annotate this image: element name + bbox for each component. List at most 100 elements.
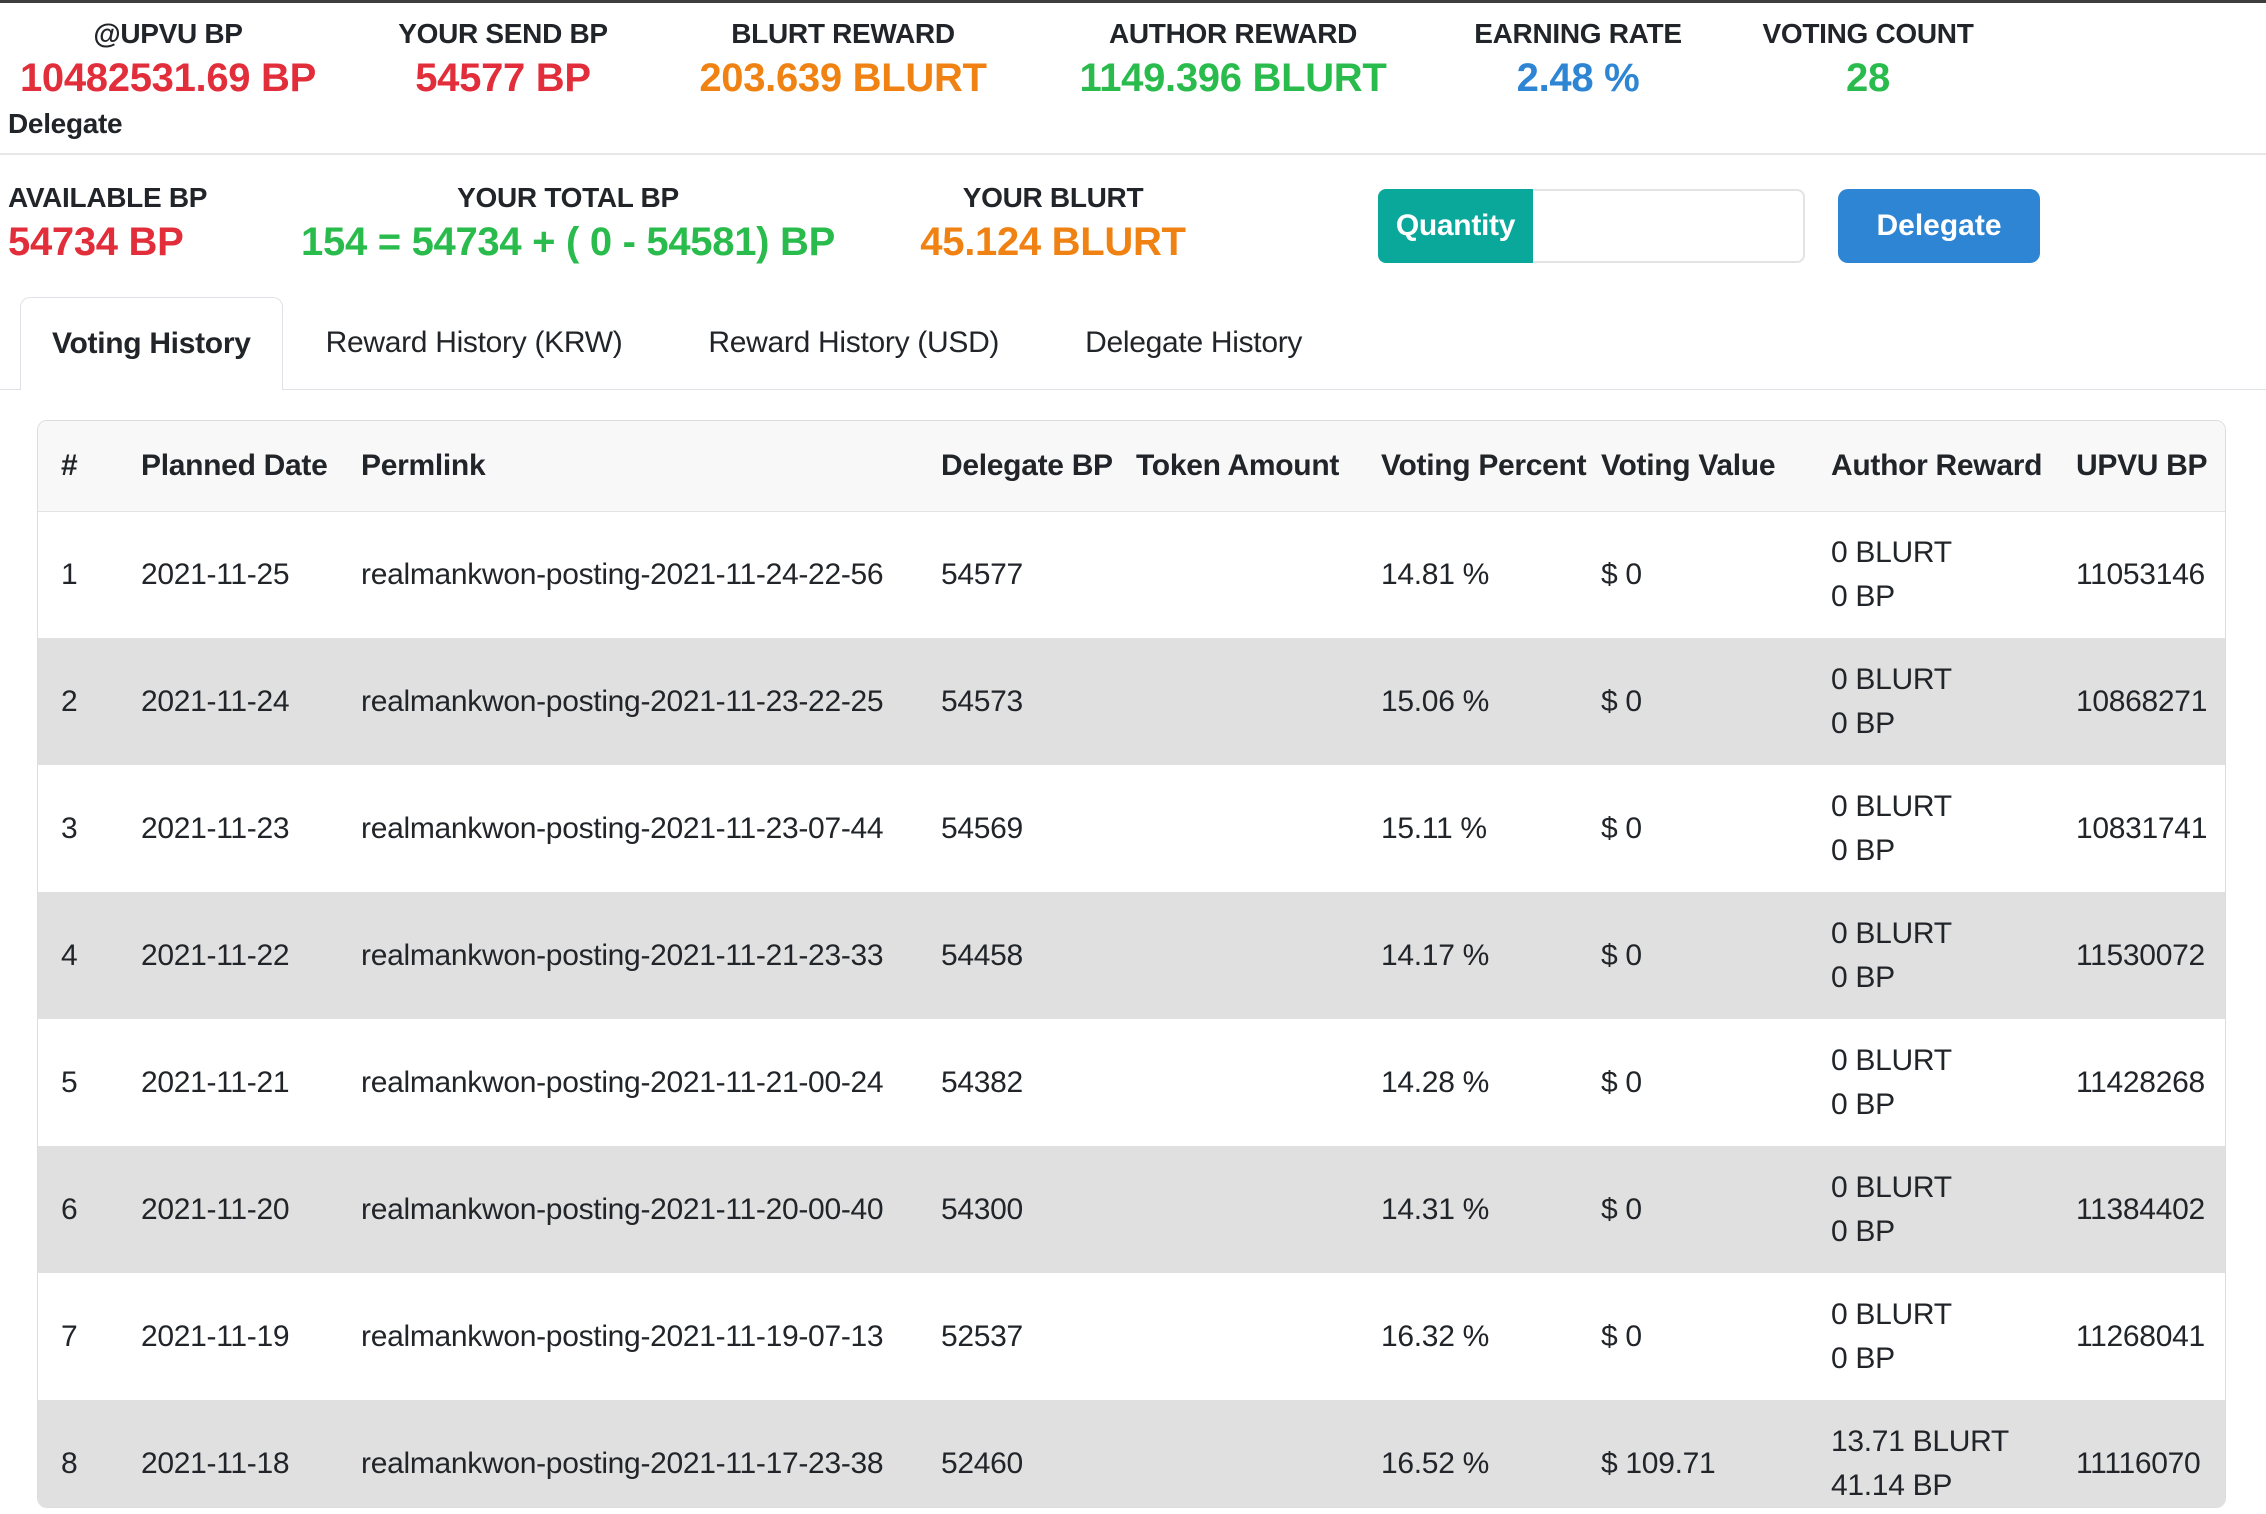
cell-delegate-bp: 52460 [941,1446,1023,1480]
col-header-num: # [38,421,118,512]
cell-voting-value: $ 0 [1601,1319,1642,1353]
cell-voting-percent: 14.28 % [1381,1065,1489,1099]
col-header-planned-date: Planned Date [118,421,338,512]
cell-permlink: realmankwon-posting-2021-11-21-23-33 [361,938,884,972]
cell-planned-date: 2021-11-22 [141,938,290,972]
cell-author-reward: 0 BLURT 0 BP [1808,1146,2053,1273]
stat-value: 45.124 BLURT [920,220,1186,264]
cell-voting-percent: 15.06 % [1381,684,1489,718]
cell-voting-value: $ 0 [1601,1065,1642,1099]
col-header-token-amount: Token Amount [1113,421,1358,512]
table-row: 3 2021-11-23 realmankwon-posting-2021-11… [38,765,2225,892]
cell-voting-percent: 14.31 % [1381,1192,1489,1226]
stat-your-send-bp: YOUR SEND BP 54577 BP [328,15,678,103]
table-body: 1 2021-11-25 realmankwon-posting-2021-11… [38,511,2225,1507]
col-header-permlink: Permlink [338,421,918,512]
author-reward-bp: 41.14 BP [1831,1468,1953,1502]
author-reward-bp: 0 BP [1831,1341,1895,1375]
table-header-row: # Planned Date Permlink Delegate BP Toke… [38,421,2225,512]
author-reward-blurt: 0 BLURT [1831,535,1952,569]
stat-earning-rate: EARNING RATE 2.48 % [1458,15,1698,103]
history-tabs: Voting History Reward History (KRW) Rewa… [0,297,2266,390]
stat-your-total-bp: YOUR TOTAL BP 154 = 54734 + ( 0 - 54581)… [253,179,883,267]
col-header-voting-percent: Voting Percent [1358,421,1587,512]
col-header-upvu-bp: UPVU BP [2053,421,2225,512]
stat-available-bp: AVAILABLE BP 54734 BP [8,179,253,267]
cell-num: 3 [61,811,78,845]
delegate-button[interactable]: Delegate [1838,189,2040,263]
cell-num: 8 [61,1446,78,1480]
stat-value: 2.48 % [1516,56,1640,100]
stat-label: AVAILABLE BP [8,182,208,213]
cell-upvu-bp: 11384402 [2076,1192,2205,1226]
top-edge-line [0,0,2266,3]
table-row: 4 2021-11-22 realmankwon-posting-2021-11… [38,892,2225,1019]
author-reward-blurt: 0 BLURT [1831,916,1952,950]
cell-num: 1 [61,557,78,591]
stat-value: 1149.396 BLURT [1079,56,1387,100]
cell-voting-value: $ 0 [1601,938,1642,972]
cell-num: 7 [61,1319,78,1353]
author-reward-bp: 0 BP [1831,960,1895,994]
tab-reward-history-krw[interactable]: Reward History (KRW) [325,326,623,359]
stat-value: 10482531.69 BP [19,56,317,100]
delegate-panel: AVAILABLE BP 54734 BP YOUR TOTAL BP 154 … [0,155,2266,267]
author-reward-bp: 0 BP [1831,579,1895,613]
cell-upvu-bp: 10868271 [2076,684,2208,718]
author-reward-blurt: 0 BLURT [1831,1043,1952,1077]
author-reward-blurt: 0 BLURT [1831,662,1952,696]
author-reward-bp: 0 BP [1831,833,1895,867]
stat-label: BLURT REWARD [731,18,955,49]
author-reward-blurt: 0 BLURT [1831,789,1952,823]
stat-value: 28 [1846,56,1890,100]
author-reward-bp: 0 BP [1831,1214,1895,1248]
quantity-input[interactable] [1533,189,1805,263]
cell-voting-percent: 15.11 % [1381,811,1487,845]
tab-voting-history[interactable]: Voting History [20,297,283,390]
cell-planned-date: 2021-11-21 [141,1065,290,1099]
col-header-delegate-bp: Delegate BP [918,421,1113,512]
author-reward-blurt: 0 BLURT [1831,1297,1952,1331]
col-header-author-reward: Author Reward [1808,421,2053,512]
stat-label: VOTING COUNT [1762,18,1974,49]
cell-token-amount [1113,1273,1358,1400]
cell-voting-value: $ 0 [1601,684,1642,718]
quantity-addon-label: Quantity [1378,189,1533,263]
tab-delegate-history[interactable]: Delegate History [1085,326,1303,359]
cell-voting-percent: 14.17 % [1381,938,1489,972]
stat-label: YOUR TOTAL BP [457,182,679,213]
stat-label: @UPVU BP [93,18,243,49]
cell-num: 2 [61,684,78,718]
quantity-input-group: Quantity [1378,189,1805,263]
cell-voting-percent: 14.81 % [1381,557,1489,591]
section-divider [0,153,2266,155]
cell-author-reward: 13.71 BLURT 41.14 BP [1808,1400,2053,1507]
cell-upvu-bp: 11053146 [2076,557,2205,591]
cell-author-reward: 0 BLURT 0 BP [1808,1273,2053,1400]
stat-value: 54734 BP [8,220,184,264]
cell-author-reward: 0 BLURT 0 BP [1808,765,2053,892]
cell-num: 5 [61,1065,78,1099]
cell-token-amount [1113,765,1358,892]
cell-delegate-bp: 54300 [941,1192,1023,1226]
cell-permlink: realmankwon-posting-2021-11-20-00-40 [361,1192,884,1226]
cell-delegate-bp: 54573 [941,684,1023,718]
cell-planned-date: 2021-11-24 [141,684,290,718]
cell-token-amount [1113,511,1358,638]
table-row: 2 2021-11-24 realmankwon-posting-2021-11… [38,638,2225,765]
cell-permlink: realmankwon-posting-2021-11-21-00-24 [361,1065,884,1099]
cell-planned-date: 2021-11-23 [141,811,290,845]
tab-reward-history-usd[interactable]: Reward History (USD) [708,326,1000,359]
cell-upvu-bp: 11428268 [2076,1065,2205,1099]
cell-planned-date: 2021-11-19 [141,1319,290,1353]
table-row: 5 2021-11-21 realmankwon-posting-2021-11… [38,1019,2225,1146]
cell-permlink: realmankwon-posting-2021-11-23-22-25 [361,684,884,718]
cell-permlink: realmankwon-posting-2021-11-19-07-13 [361,1319,884,1353]
cell-delegate-bp: 54382 [941,1065,1023,1099]
voting-history-table-card: # Planned Date Permlink Delegate BP Toke… [37,420,2226,1508]
cell-permlink: realmankwon-posting-2021-11-17-23-38 [361,1446,884,1480]
cell-author-reward: 0 BLURT 0 BP [1808,1019,2053,1146]
stat-value: 54577 BP [415,56,591,100]
stat-your-blurt: YOUR BLURT 45.124 BLURT [883,179,1223,267]
cell-voting-percent: 16.52 % [1381,1446,1489,1480]
